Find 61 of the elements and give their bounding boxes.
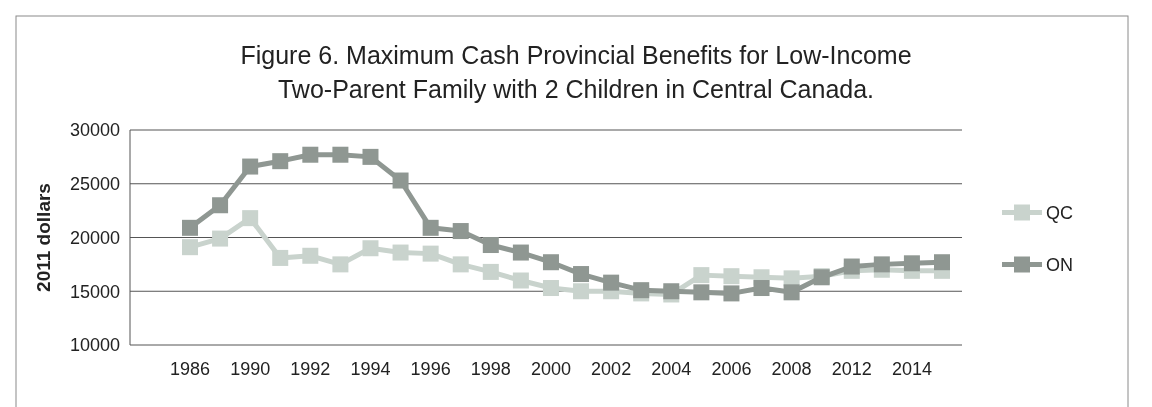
chart-title: Figure 6. Maximum Cash Provincial Benefits for Low-Income Two-Parent Family with 2 Children in Central Canada.	[240, 41, 912, 103]
point	[934, 254, 950, 271]
y-tick-label: 20000	[69, 227, 120, 248]
x-tick-label: 1992	[290, 359, 331, 379]
point	[452, 256, 469, 273]
y-tick-label: 15000	[69, 281, 120, 302]
point	[182, 239, 198, 256]
point	[452, 223, 469, 240]
point	[873, 256, 890, 273]
point	[332, 146, 349, 163]
x-tick-label: 2002	[591, 359, 632, 379]
point	[272, 153, 289, 170]
x-tick-label: 2014	[891, 359, 932, 379]
point	[212, 197, 229, 214]
x-tick-label: 2004	[651, 359, 692, 379]
point	[302, 247, 319, 264]
x-tick-label: 2012	[831, 359, 872, 379]
point	[332, 256, 349, 273]
point	[362, 240, 379, 257]
x-tick-label: 1994	[350, 359, 391, 379]
point	[242, 158, 259, 175]
point	[392, 172, 409, 189]
point	[843, 258, 860, 275]
x-tick-label: 1998	[470, 359, 511, 379]
point	[512, 272, 529, 289]
point	[753, 280, 770, 297]
point	[212, 230, 229, 247]
y-tick-label: 25000	[69, 174, 120, 195]
point	[573, 283, 590, 300]
point	[362, 148, 379, 165]
legend-label: ON	[1046, 254, 1073, 275]
y-axis-title: 2011 dollars	[33, 183, 54, 292]
point	[392, 244, 409, 261]
point	[242, 210, 259, 227]
point	[482, 237, 499, 254]
x-tick-label: 2008	[771, 359, 812, 379]
y-tick-label: 30000	[69, 120, 120, 141]
point	[693, 267, 710, 284]
point	[603, 274, 620, 291]
point	[512, 244, 529, 261]
x-tick-label: 1996	[410, 359, 451, 379]
legend-label: QC	[1046, 202, 1073, 223]
x-tick-label: 1990	[230, 359, 271, 379]
point	[272, 249, 289, 266]
point	[903, 255, 920, 272]
point	[182, 219, 198, 236]
point	[693, 284, 710, 301]
point	[422, 245, 439, 262]
point	[573, 266, 590, 283]
point	[542, 254, 559, 271]
x-tick-label: 2006	[711, 359, 752, 379]
point	[723, 285, 740, 302]
point	[723, 268, 740, 285]
point	[783, 284, 800, 301]
point	[422, 219, 439, 236]
x-tick-label: 1986	[169, 359, 211, 379]
point	[482, 263, 499, 280]
x-tick-label: 2000	[530, 359, 571, 379]
point	[302, 146, 319, 163]
point	[542, 280, 559, 297]
y-tick-label: 10000	[69, 335, 120, 356]
